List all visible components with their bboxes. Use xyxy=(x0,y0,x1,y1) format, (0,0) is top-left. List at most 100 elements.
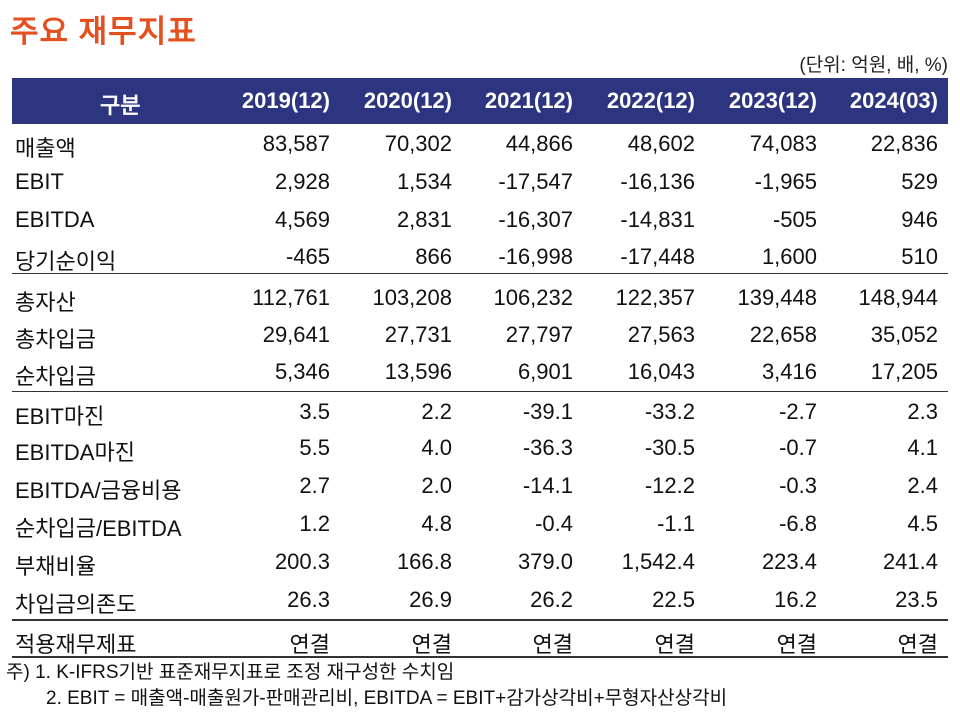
row-value: 4.5 xyxy=(907,511,938,536)
table-row: EBIT마진 3.5 2.2 -39.1 -33.2 -2.7 2.3 xyxy=(12,393,948,430)
row-value: 29,641 xyxy=(262,322,330,347)
row-value: 866 xyxy=(415,244,452,269)
row-value: -465 xyxy=(285,244,330,269)
row-value: 23.5 xyxy=(895,587,938,612)
row-value: 5.5 xyxy=(299,435,330,460)
row-label: EBITDA마진 xyxy=(15,440,135,465)
row-value: 4.0 xyxy=(421,435,452,460)
header-col: 2019(12) xyxy=(241,88,330,113)
row-value: 연결 xyxy=(411,632,452,657)
row-value: 83,587 xyxy=(262,131,330,156)
table-row: 매출액 83,587 70,302 44,866 48,602 74,083 22,836 xyxy=(12,125,948,162)
row-value: 1,534 xyxy=(396,169,452,194)
row-value: 241.4 xyxy=(882,549,938,574)
row-value: 13,596 xyxy=(384,359,452,384)
row-value: 26.2 xyxy=(530,587,573,612)
table-header: 구분 2019(12) 2020(12) 2021(12) 2022(12) 2… xyxy=(12,78,948,124)
row-label: 순차입금/EBITDA xyxy=(15,516,182,541)
table-row: 적용재무제표 연결 연결 연결 연결 연결 연결 xyxy=(12,621,948,658)
row-value: 103,208 xyxy=(372,285,452,310)
row-value: 148,944 xyxy=(858,285,938,310)
row-label: 순차입금 xyxy=(15,364,96,389)
row-value: 379.0 xyxy=(517,549,573,574)
row-value: 3,416 xyxy=(761,359,817,384)
row-value: -17,547 xyxy=(498,169,573,194)
row-value: -0.4 xyxy=(535,511,573,536)
row-value: 122,357 xyxy=(615,285,695,310)
row-value: 4.8 xyxy=(421,511,452,536)
footnotes: 주) 1. K-IFRS기반 표준재무지표로 조정 재구성한 수치임 2. EB… xyxy=(6,660,727,712)
table-row: EBITDA/금융비용 2.7 2.0 -14.1 -12.2 -0.3 2.4 xyxy=(12,467,948,504)
row-value: -12.2 xyxy=(644,473,695,498)
row-value: 4.1 xyxy=(907,435,938,460)
header-col: 2022(12) xyxy=(606,88,695,113)
row-value: 22,658 xyxy=(749,322,817,347)
row-label: 당기순이익 xyxy=(15,249,117,274)
row-value: -16,307 xyxy=(498,207,573,232)
header-col: 2023(12) xyxy=(728,88,817,113)
row-value: -30.5 xyxy=(644,435,695,460)
row-value: 139,448 xyxy=(737,285,817,310)
row-label: EBIT xyxy=(15,169,64,194)
divider xyxy=(12,391,948,392)
divider xyxy=(12,619,948,621)
row-value: 106,232 xyxy=(493,285,573,310)
row-value: 연결 xyxy=(654,632,695,657)
row-label: EBITDA/금융비용 xyxy=(15,478,182,503)
row-value: 166.8 xyxy=(396,549,452,574)
table-row: 차입금의존도 26.3 26.9 26.2 22.5 16.2 23.5 xyxy=(12,581,948,618)
row-value: 16.2 xyxy=(774,587,817,612)
table-row: EBIT 2,928 1,534 -17,547 -16,136 -1,965 529 xyxy=(12,163,948,200)
footnote: 주) 1. K-IFRS기반 표준재무지표로 조정 재구성한 수치임 xyxy=(6,662,455,683)
row-value: 3.5 xyxy=(299,399,330,424)
row-value: 2.7 xyxy=(299,473,330,498)
unit-label: (단위: 억원, 배, %) xyxy=(799,55,948,76)
row-value: 44,866 xyxy=(505,131,573,156)
row-value: 35,052 xyxy=(870,322,938,347)
header-col: 2021(12) xyxy=(484,88,573,113)
table-row: 당기순이익 -465 866 -16,998 -17,448 1,600 510 xyxy=(12,238,948,275)
row-value: 2.3 xyxy=(907,399,938,424)
row-value: 2.2 xyxy=(421,399,452,424)
row-value: 연결 xyxy=(897,632,938,657)
row-value: -16,998 xyxy=(498,244,573,269)
table-row: 순차입금/EBITDA 1.2 4.8 -0.4 -1.1 -6.8 4.5 xyxy=(12,505,948,542)
row-value: -14.1 xyxy=(522,473,573,498)
row-label: 총자산 xyxy=(15,290,76,315)
table-row: 순차입금 5,346 13,596 6,901 16,043 3,416 17,205 xyxy=(12,353,948,390)
row-value: 26.9 xyxy=(409,587,452,612)
table-row: 총차입금 29,641 27,731 27,797 27,563 22,658 35,052 xyxy=(12,316,948,353)
footnote: 2. EBIT = 매출액-매출원가-판매관리비, EBITDA = EBIT+… xyxy=(46,688,728,709)
row-value: 200.3 xyxy=(274,549,330,574)
header-col: 2020(12) xyxy=(363,88,452,113)
row-value: 27,563 xyxy=(627,322,695,347)
row-value: 17,205 xyxy=(870,359,938,384)
row-value: -17,448 xyxy=(620,244,695,269)
row-value: 27,797 xyxy=(505,322,573,347)
row-value: 2.4 xyxy=(907,473,938,498)
table-row: 부채비율 200.3 166.8 379.0 1,542.4 223.4 241.4 xyxy=(12,543,948,580)
row-value: 510 xyxy=(901,244,938,269)
row-value: 27,731 xyxy=(384,322,452,347)
row-label: 부채비율 xyxy=(15,554,96,579)
row-value: 연결 xyxy=(289,632,330,657)
row-value: -505 xyxy=(772,207,817,232)
row-value: 연결 xyxy=(776,632,817,657)
row-value: 26.3 xyxy=(287,587,330,612)
row-value: 6,901 xyxy=(517,359,573,384)
row-value: -36.3 xyxy=(522,435,573,460)
row-value: 5,346 xyxy=(274,359,330,384)
row-value: 22,836 xyxy=(870,131,938,156)
row-label: EBITDA xyxy=(15,207,95,232)
row-value: -1,965 xyxy=(754,169,817,194)
header-label: 구분 xyxy=(100,93,141,118)
row-value: -6.8 xyxy=(779,511,817,536)
row-value: -33.2 xyxy=(644,399,695,424)
row-label: 총차입금 xyxy=(15,327,96,352)
row-value: 946 xyxy=(901,207,938,232)
divider xyxy=(12,273,948,274)
table-row: EBITDA 4,569 2,831 -16,307 -14,831 -505 946 xyxy=(12,201,948,238)
row-value: 2,928 xyxy=(274,169,330,194)
row-value: 2,831 xyxy=(396,207,452,232)
row-value: -0.3 xyxy=(779,473,817,498)
